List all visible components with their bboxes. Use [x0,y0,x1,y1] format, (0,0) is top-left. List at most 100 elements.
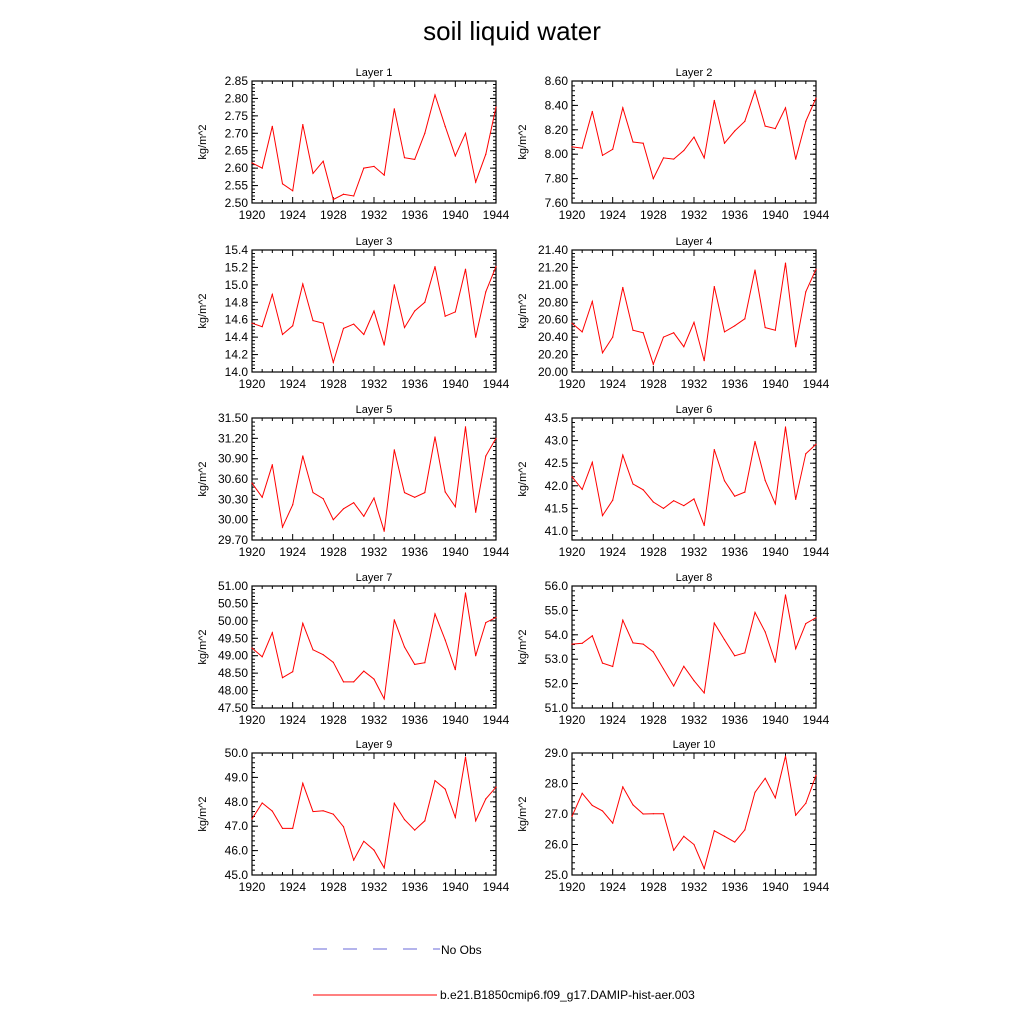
data-point [601,154,604,157]
data-point [312,491,314,494]
data-point [363,167,365,169]
data-point [251,162,253,164]
series-line-layer-6 [571,426,817,526]
data-point [744,652,746,654]
x-tick-label: 1936 [401,208,428,222]
data-point [485,153,487,155]
panel-layer-8: Layer 8 kg/m^2 1920 1924 1928 1932 1936 1940 194… [517,572,830,727]
data-point [601,515,604,517]
data-point [312,649,314,651]
y-axis-label: kg/m^2 [197,796,209,831]
y-tick-label: 7.60 [545,196,569,210]
y-tick-label: 25.0 [545,868,569,882]
y-tick-label: 21.00 [538,278,568,292]
y-tick-label: 52.0 [545,677,569,691]
y-axis-label: kg/m^2 [517,124,529,159]
x-tick-label: 1920 [559,208,586,222]
y-tick-label: 2.70 [225,126,249,140]
data-point [673,500,675,502]
y-tick-label: 2.55 [225,179,249,193]
x-tick-label: 1936 [721,545,748,559]
data-point [485,798,487,800]
y-tick-label: 31.50 [218,411,248,425]
y-tick-label: 8.60 [545,74,569,88]
data-point [444,639,446,641]
y-tick-label: 46.0 [225,844,249,858]
x-tick-label: 1924 [279,208,306,222]
y-tick-label: 2.60 [225,161,249,175]
data-point [292,325,294,327]
data-point [723,480,726,482]
data-point [744,120,746,122]
x-tick-label: 1940 [442,208,469,222]
data-point [805,120,807,122]
data-point [622,619,624,621]
data-point [342,681,345,683]
y-tick-label: 14.0 [225,365,249,379]
x-tick-label: 1940 [762,545,789,559]
y-tick-label: 49.0 [225,770,249,784]
data-point [434,779,436,782]
data-point [403,819,406,821]
panels: Layer 1 kg/m^2 1920 1924 1928 1932 1936 1940 194… [197,67,830,894]
data-point [414,663,416,666]
plot-frame [251,80,497,204]
panel-layer-1: Layer 1 kg/m^2 1920 1924 1928 1932 1936 1940 194… [197,67,510,222]
data-point [444,125,446,127]
data-point [591,300,593,303]
y-tick-label: 8.40 [545,98,569,112]
y-tick-label: 43.0 [545,434,569,448]
legend-item-no-obs: No Obs [313,943,482,957]
data-point [373,849,375,851]
x-tick-label: 1944 [803,377,830,391]
panel-title: Layer 5 [356,404,393,416]
data-point [581,642,583,644]
data-point [764,326,766,329]
x-tick-label: 1924 [279,377,306,391]
x-tick-label: 1924 [599,377,626,391]
data-point [662,507,665,509]
x-tick-label: 1920 [239,713,266,727]
y-tick-label: 20.80 [538,295,568,309]
data-point [434,436,436,438]
data-point [251,818,253,820]
data-point [591,804,593,807]
panel-layer-5: Layer 5 kg/m^2 1920 1924 1928 1932 1936 1940 194… [197,404,510,559]
y-tick-label: 51.00 [218,579,248,593]
data-point [261,656,263,658]
data-point [764,777,766,779]
data-point [713,622,715,624]
data-point [363,670,365,672]
data-point [312,172,314,174]
y-tick-label: 26.0 [545,838,569,852]
data-point [342,826,345,828]
data-point [693,680,695,682]
data-point [662,668,665,670]
data-point [383,344,385,346]
y-tick-label: 14.4 [225,330,249,344]
data-point [713,449,715,451]
x-tick-label: 1944 [483,713,510,727]
data-point [434,265,436,268]
data-point [734,655,736,657]
data-point [312,319,314,322]
data-point [622,107,624,109]
data-point [271,632,273,634]
data-point [261,326,263,328]
data-point [754,90,756,92]
data-point [581,488,583,490]
y-axis-label: kg/m^2 [197,629,209,664]
data-point [683,665,685,667]
data-point [795,346,797,348]
data-point [652,813,654,815]
data-point [652,651,654,653]
data-point [703,867,705,870]
y-tick-label: 21.40 [538,243,568,257]
data-point [591,461,593,463]
x-tick-label: 1932 [681,713,708,727]
y-axis-label: kg/m^2 [517,461,529,496]
data-point [271,810,273,812]
data-point [774,661,776,663]
data-point [754,440,756,443]
data-point [454,669,456,671]
